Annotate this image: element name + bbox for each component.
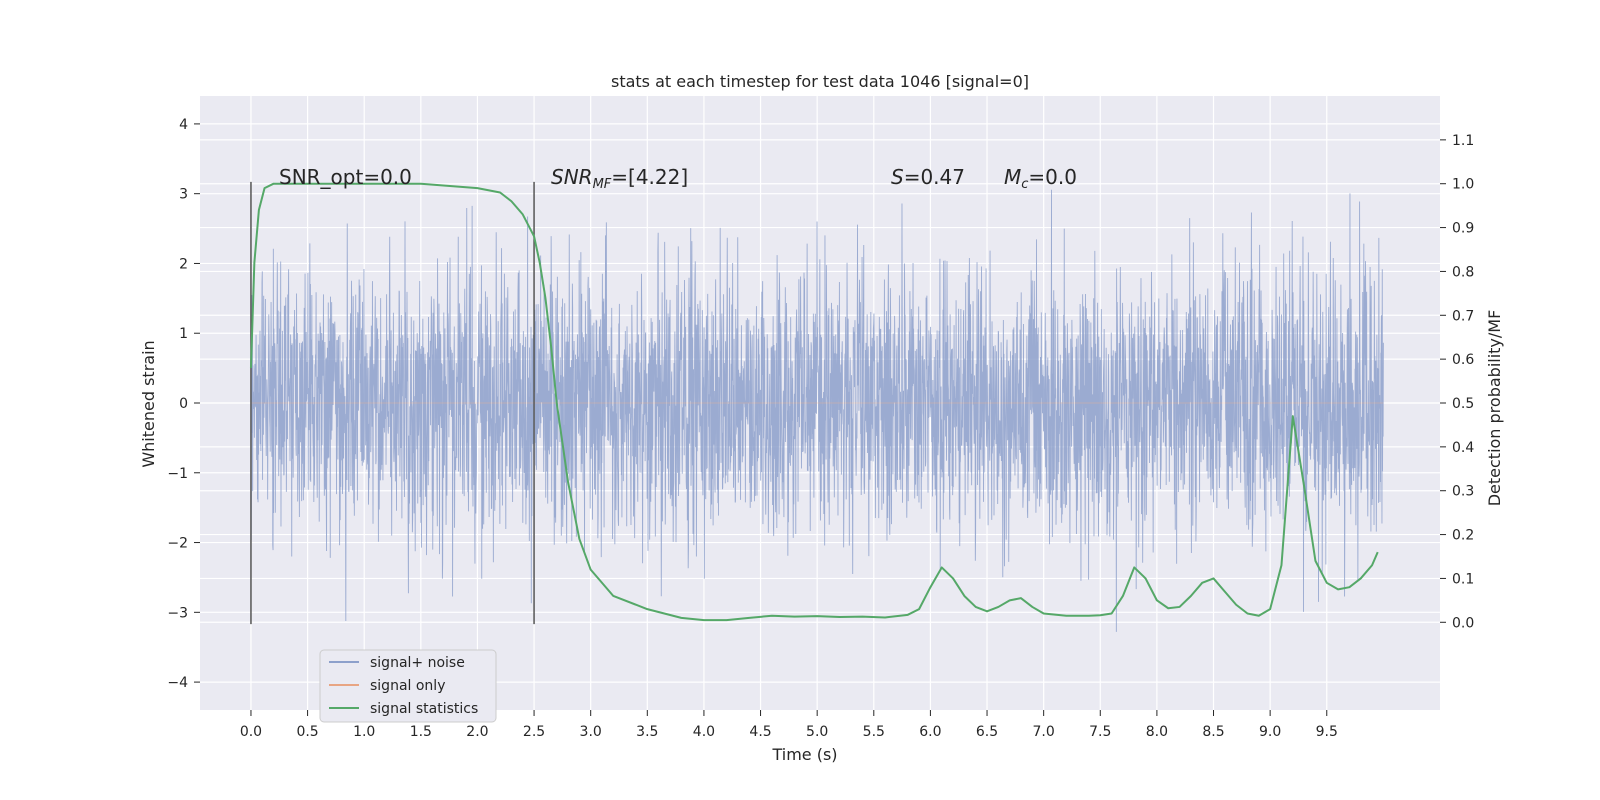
x-tick-label: 7.5 [1089,724,1111,740]
x-tick-label: 1.5 [410,724,432,740]
y-left-tick-label: −1 [167,466,188,482]
annotation-snr-mf-main: SNR [551,165,593,189]
chart-title: stats at each timestep for test data 104… [611,72,1029,91]
x-tick-label: 3.5 [636,724,658,740]
x-tick-label: 2.0 [466,724,488,740]
legend: signal+ noise signal only signal statist… [319,649,497,723]
x-tick-label: 8.5 [1202,724,1224,740]
y-right-tick-label: 0.9 [1452,221,1474,237]
y-right-axis-label: Detection probability/MF [1485,310,1504,507]
y-right-tick-label: 0.2 [1452,528,1474,544]
annotation-s-value: =0.47 [904,165,965,189]
y-right-tick-label: 0.7 [1452,308,1474,324]
annotation-snr-mf-sub: MF [593,177,612,192]
annotation-snr-opt: SNR_opt=0.0 [279,165,412,189]
legend-label-signal-statistics: signal statistics [370,701,478,717]
x-tick-label: 0.5 [296,724,318,740]
y-left-tick-label: 0 [179,396,188,412]
x-tick-label: 5.5 [863,724,885,740]
y-left-tick-label: −3 [167,605,188,621]
y-right-tick-label: 0.0 [1452,615,1474,631]
y-right-tick-label: 0.3 [1452,484,1474,500]
x-tick-label: 5.0 [806,724,828,740]
y-right-tick-label: 0.5 [1452,396,1474,412]
x-tick-label: 6.5 [976,724,998,740]
x-tick-label: 7.0 [1033,724,1055,740]
annotation-s: S=0.47 [891,165,965,189]
y-left-tick-label: 3 [179,187,188,203]
annotation-mc-sub: c [1021,177,1028,192]
annotation-snr-mf: SNRMF=[4.22] [551,165,688,192]
y-right-tick-label: 0.4 [1452,440,1474,456]
series-line-signal-statistics [249,182,1379,622]
x-tick-label: 0.0 [240,724,262,740]
x-axis-label: Time (s) [771,745,837,764]
y-right-tick-label: 0.8 [1452,264,1474,280]
annotation-mc-value: =0.0 [1028,165,1077,189]
x-tick-label: 8.0 [1146,724,1168,740]
y-left-tick-label: 2 [179,256,188,272]
x-tick-label: 6.0 [919,724,941,740]
x-tick-label: 4.5 [749,724,771,740]
y-right-tick-label: 1.1 [1452,133,1474,149]
series-signal-noise [250,189,1384,632]
x-tick-label: 9.5 [1316,724,1338,740]
legend-label-signal-only: signal only [370,678,445,694]
y-right-tick-label: 0.6 [1452,352,1474,368]
x-tick-label: 1.0 [353,724,375,740]
legend-box [319,649,497,723]
annotation-mc-main: M [1004,165,1021,189]
vertical-markers [250,181,535,625]
annotation-mc: Mc=0.0 [1004,165,1077,192]
y-left-axis-ticks: −4 −3 −2 −1 0 1 2 3 4 [167,117,200,691]
y-left-tick-label: 4 [179,117,188,133]
x-tick-label: 9.0 [1259,724,1281,740]
x-tick-label: 3.0 [580,724,602,740]
y-right-tick-label: 0.1 [1452,571,1474,587]
y-left-tick-label: 1 [179,326,188,342]
x-axis-ticks: 0.0 0.5 1.0 1.5 2.0 2.5 3.0 3.5 4.0 4.5 5.0 5.5 6.0 6… [240,710,1338,740]
y-left-tick-label: −2 [167,536,188,552]
y-right-tick-label: 1.0 [1452,177,1474,193]
y-left-tick-label: −4 [167,675,188,691]
legend-label-signal-noise: signal+ noise [370,655,465,671]
y-left-axis-label: Whitened strain [139,340,158,467]
annotation-s-main: S [891,165,904,189]
annotation-snr-mf-value: =[4.22] [611,165,688,189]
series-line-signal-noise [250,189,1384,632]
series-signal-statistics [249,182,1379,622]
x-tick-label: 4.0 [693,724,715,740]
y-right-axis-ticks: 0.0 0.1 0.2 0.3 0.4 0.5 0.6 0.7 0.8 0.9 1.0 1.1 [1440,133,1474,631]
x-tick-label: 2.5 [523,724,545,740]
